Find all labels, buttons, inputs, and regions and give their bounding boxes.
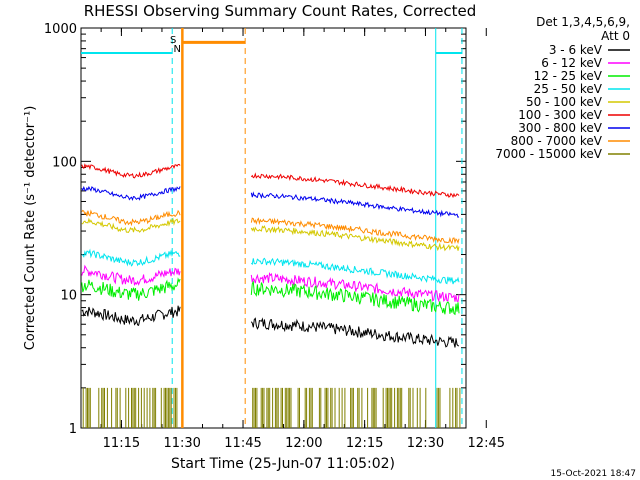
series-3-segment-1 — [250, 257, 460, 285]
legend-title: Det 1,3,4,5,6,9, — [536, 15, 630, 29]
series-6-segment-0 — [81, 185, 181, 201]
x-tick-label-3: 12:00 — [285, 436, 322, 451]
footer-date: 15-Oct-2021 18:47 — [551, 469, 636, 479]
y-axis-label: Corrected Count Rate (s⁻¹ detector⁻¹) — [23, 106, 38, 351]
flag-label-n: N — [173, 44, 180, 55]
series-6-segment-1 — [250, 191, 460, 218]
series-5-segment-1 — [250, 172, 460, 199]
series-1-segment-0 — [81, 264, 181, 286]
series-8-segment-0 — [82, 387, 178, 428]
y-tick-label-0: 1 — [69, 422, 77, 437]
x-tick-label-4: 12:15 — [346, 436, 383, 451]
x-tick-label-1: 11:30 — [163, 436, 200, 451]
legend-subtitle: Att 0 — [601, 29, 630, 43]
series-5-segment-0 — [81, 163, 181, 179]
legend-label-7: 800 - 7000 keV — [511, 134, 603, 148]
plot-frame — [80, 27, 467, 429]
legend-label-5: 100 - 300 keV — [518, 108, 602, 122]
y-tick-label-2: 100 — [52, 155, 77, 170]
legend-label-2: 12 - 25 keV — [534, 69, 603, 83]
legend-label-1: 6 - 12 keV — [541, 56, 603, 70]
series-3-segment-0 — [81, 248, 181, 267]
legend-label-8: 7000 - 15000 keV — [495, 147, 602, 161]
series-2-segment-1 — [250, 280, 460, 316]
x-axis-label: Start Time (25-Jun-07 11:05:02) — [171, 456, 395, 472]
series-2-segment-0 — [81, 277, 181, 301]
x-tick-label-5: 12:30 — [407, 436, 444, 451]
series-7-segment-0 — [81, 209, 181, 227]
y-tick-label-1: 10 — [60, 289, 77, 304]
series-8-segment-1 — [252, 387, 461, 428]
series-7-segment-1 — [250, 217, 460, 245]
legend-label-3: 25 - 50 keV — [534, 82, 603, 96]
plot-area: 11:15 11:30 11:45 12:00 12:15 12:30 12:45 1 10 10… — [44, 22, 505, 451]
series-4-segment-0 — [81, 217, 181, 233]
x-tick-label-6: 12:45 — [468, 436, 505, 451]
legend-label-0: 3 - 6 keV — [549, 43, 603, 57]
chart-title: RHESSI Observing Summary Count Rates, Co… — [84, 2, 477, 20]
x-tick-label-2: 11:45 — [224, 436, 261, 451]
legend-label-6: 300 - 800 keV — [518, 121, 602, 135]
series-0-segment-0 — [81, 305, 181, 326]
flag-label-s: S — [170, 35, 176, 46]
y-tick-label-3: 1000 — [44, 22, 77, 37]
series-1-segment-1 — [250, 272, 460, 303]
series-0-segment-1 — [250, 317, 460, 348]
series-4-segment-1 — [250, 225, 460, 252]
legend-label-4: 50 - 100 keV — [526, 95, 603, 109]
x-tick-label-0: 11:15 — [103, 436, 140, 451]
